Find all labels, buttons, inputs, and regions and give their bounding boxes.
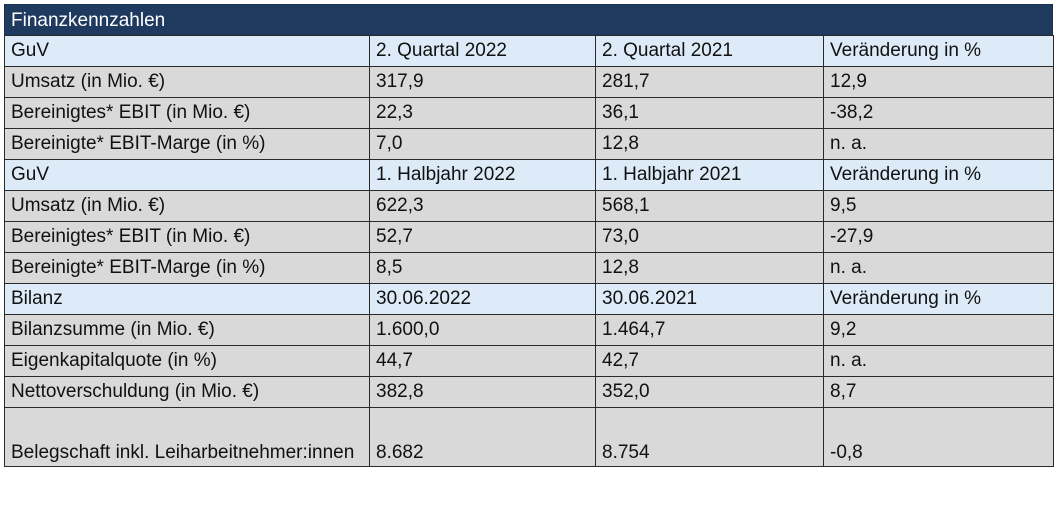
table-cell: 281,7 (595, 66, 824, 98)
table-cell: 8.754 (595, 407, 824, 467)
table-cell: Umsatz (in Mio. €) (4, 190, 370, 222)
table-cell: n. a. (823, 252, 1054, 284)
table-cell: -0,8 (823, 407, 1054, 467)
table-cell: 382,8 (369, 376, 596, 408)
table-cell: 317,9 (369, 66, 596, 98)
table-cell: 73,0 (595, 221, 824, 253)
table-cell: n. a. (823, 345, 1054, 377)
header-cell: GuV (4, 159, 370, 191)
table-cell: Belegschaft inkl. Leiharbeitnehmer:innen (4, 407, 370, 467)
table-cell: 8.682 (369, 407, 596, 467)
table-cell: 22,3 (369, 97, 596, 129)
table-cell: 9,2 (823, 314, 1054, 346)
section-header-row: GuV 2. Quartal 2022 2. Quartal 2021 Verände… (4, 35, 1054, 67)
header-cell: 1. Halbjahr 2022 (369, 159, 596, 191)
table-row: Umsatz (in Mio. €) 622,3 568,1 9,5 (4, 190, 1054, 222)
table-cell: 1.600,0 (369, 314, 596, 346)
header-cell: 2. Quartal 2021 (595, 35, 824, 67)
table-row: Bereinigtes* EBIT (in Mio. €) 52,7 73,0 -27… (4, 221, 1054, 253)
table-cell: -27,9 (823, 221, 1054, 253)
table-cell: Nettoverschuldung (in Mio. €) (4, 376, 370, 408)
table-cell: Umsatz (in Mio. €) (4, 66, 370, 98)
table-cell: 568,1 (595, 190, 824, 222)
table-cell: Bereinigte* EBIT-Marge (in %) (4, 252, 370, 284)
table-body: GuV 2. Quartal 2022 2. Quartal 2021 Verände… (4, 35, 1054, 467)
table-row: Nettoverschuldung (in Mio. €) 382,8 352,0 8… (4, 376, 1054, 408)
table-cell: 8,5 (369, 252, 596, 284)
section-header-row: GuV 1. Halbjahr 2022 1. Halbjahr 2021 Verän… (4, 159, 1054, 191)
header-cell: 1. Halbjahr 2021 (595, 159, 824, 191)
table-row: Umsatz (in Mio. €) 317,9 281,7 12,9 (4, 66, 1054, 98)
section-header-row: Bilanz 30.06.2022 30.06.2021 Veränderung in… (4, 283, 1054, 315)
header-cell: Veränderung in % (823, 283, 1054, 315)
table-cell: Bereinigte* EBIT-Marge (in %) (4, 128, 370, 160)
table-cell: 52,7 (369, 221, 596, 253)
financial-table-container: Finanzkennzahlen GuV 2. Quartal 2022 2. Qu… (4, 4, 1054, 467)
header-cell: Bilanz (4, 283, 370, 315)
table-title: Finanzkennzahlen (4, 4, 1053, 36)
table-cell: 352,0 (595, 376, 824, 408)
table-cell: Bereinigtes* EBIT (in Mio. €) (4, 221, 370, 253)
header-cell: 30.06.2022 (369, 283, 596, 315)
table-row: Bereinigtes* EBIT (in Mio. €) 22,3 36,1 -38… (4, 97, 1054, 129)
financial-table: GuV 2. Quartal 2022 2. Quartal 2021 Verände… (4, 35, 1054, 467)
table-row: Belegschaft inkl. Leiharbeitnehmer:innen… (4, 407, 1054, 467)
table-cell: Eigenkapitalquote (in %) (4, 345, 370, 377)
table-row: Bereinigte* EBIT-Marge (in %) 7,0 12,8 n. a… (4, 128, 1054, 160)
table-cell: 9,5 (823, 190, 1054, 222)
table-cell: 36,1 (595, 97, 824, 129)
table-cell: 8,7 (823, 376, 1054, 408)
table-cell: 42,7 (595, 345, 824, 377)
table-cell: Bilanzsumme (in Mio. €) (4, 314, 370, 346)
header-cell: 2. Quartal 2022 (369, 35, 596, 67)
table-row: Bilanzsumme (in Mio. €) 1.600,0 1.464,7 9,2 (4, 314, 1054, 346)
header-cell: 30.06.2021 (595, 283, 824, 315)
table-row: Eigenkapitalquote (in %) 44,7 42,7 n. a. (4, 345, 1054, 377)
table-cell: 1.464,7 (595, 314, 824, 346)
table-cell: n. a. (823, 128, 1054, 160)
table-cell: 44,7 (369, 345, 596, 377)
table-cell: 12,8 (595, 252, 824, 284)
table-row: Bereinigte* EBIT-Marge (in %) 8,5 12,8 n. a… (4, 252, 1054, 284)
table-cell: 7,0 (369, 128, 596, 160)
header-cell: GuV (4, 35, 370, 67)
table-cell: Bereinigtes* EBIT (in Mio. €) (4, 97, 370, 129)
table-cell: 622,3 (369, 190, 596, 222)
header-cell: Veränderung in % (823, 159, 1054, 191)
table-cell: 12,8 (595, 128, 824, 160)
table-cell: -38,2 (823, 97, 1054, 129)
header-cell: Veränderung in % (823, 35, 1054, 67)
table-cell: 12,9 (823, 66, 1054, 98)
